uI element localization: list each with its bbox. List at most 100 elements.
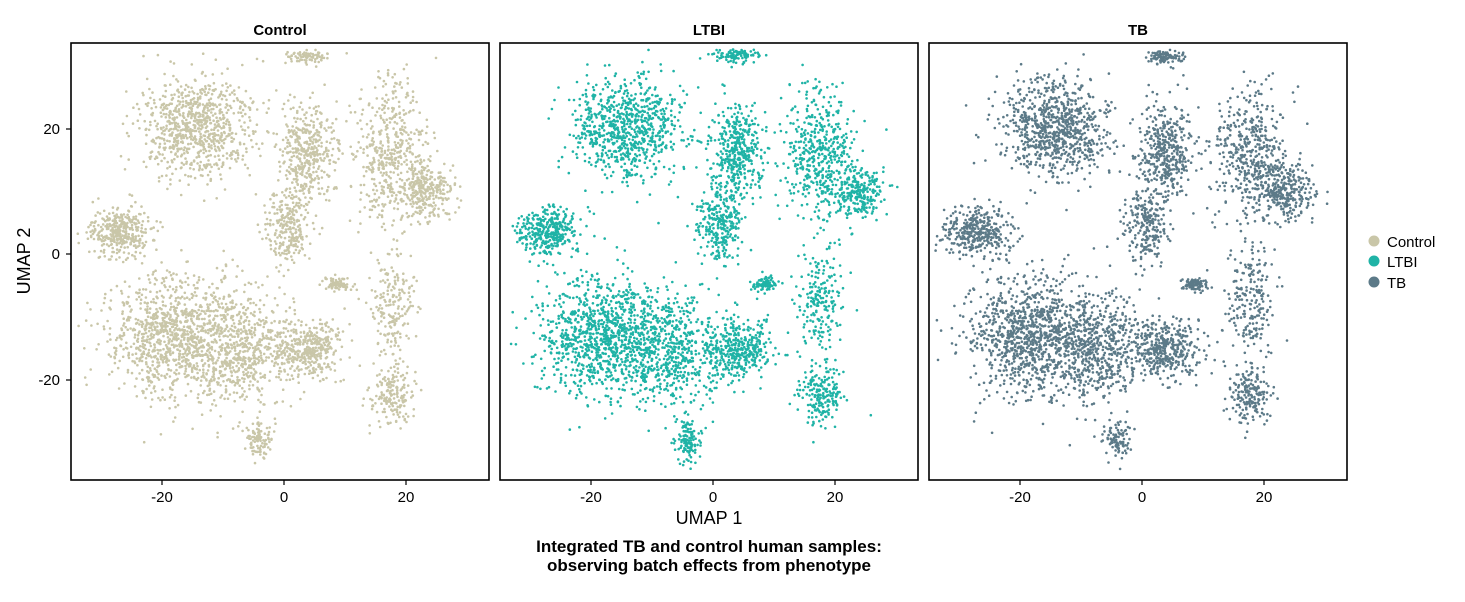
scatter-point xyxy=(224,327,227,331)
scatter-point xyxy=(415,100,418,104)
scatter-point xyxy=(402,272,405,276)
scatter-point xyxy=(176,403,180,407)
scatter-point xyxy=(218,103,221,107)
scatter-point xyxy=(173,396,177,399)
scatter-point xyxy=(212,142,216,145)
scatter-point xyxy=(190,116,193,120)
scatter-point xyxy=(412,414,415,418)
scatter-point xyxy=(407,133,410,137)
scatter-point xyxy=(140,223,144,227)
scatter-point xyxy=(198,166,202,170)
scatter-point xyxy=(180,166,183,169)
scatter-point xyxy=(329,277,333,280)
scatter-point xyxy=(410,396,413,399)
scatter-point xyxy=(405,178,409,182)
scatter-point xyxy=(199,329,203,333)
scatter-point xyxy=(252,132,255,135)
scatter-point xyxy=(148,341,151,344)
scatter-point xyxy=(193,125,197,129)
scatter-point xyxy=(188,111,192,115)
scatter-point xyxy=(160,132,164,135)
scatter-point xyxy=(190,317,193,321)
scatter-point xyxy=(374,290,377,293)
scatter-point xyxy=(328,159,331,162)
scatter-point xyxy=(279,335,282,339)
scatter-point xyxy=(120,289,123,293)
scatter-point xyxy=(277,376,281,379)
scatter-point xyxy=(202,163,206,167)
scatter-point xyxy=(282,331,285,335)
scatter-point xyxy=(399,427,402,430)
scatter-point xyxy=(367,133,370,136)
scatter-point xyxy=(305,333,309,337)
scatter-point xyxy=(233,349,237,352)
scatter-point xyxy=(108,327,112,330)
scatter-point xyxy=(256,223,260,226)
scatter-point xyxy=(305,63,309,66)
scatter-point xyxy=(234,132,238,136)
scatter-point xyxy=(161,300,165,304)
scatter-point xyxy=(387,377,390,381)
scatter-point xyxy=(256,431,260,434)
scatter-point xyxy=(165,124,168,128)
scatter-point xyxy=(225,98,228,102)
scatter-point xyxy=(216,431,219,435)
scatter-point xyxy=(241,410,244,414)
scatter-point xyxy=(120,220,123,223)
scatter-point xyxy=(138,241,141,245)
scatter-point xyxy=(399,154,402,158)
scatter-point xyxy=(249,97,252,100)
scatter-point xyxy=(329,126,333,129)
scatter-point xyxy=(218,332,221,336)
scatter-point xyxy=(381,108,384,111)
scatter-point xyxy=(208,163,212,166)
scatter-point xyxy=(301,150,305,153)
scatter-point xyxy=(409,101,413,104)
scatter-point xyxy=(398,357,402,360)
scatter-point xyxy=(285,220,289,224)
scatter-point xyxy=(388,405,391,408)
scatter-point xyxy=(316,374,320,377)
scatter-point xyxy=(415,206,419,210)
scatter-point xyxy=(193,291,197,294)
scatter-point xyxy=(250,336,254,339)
scatter-point xyxy=(416,311,420,314)
scatter-point xyxy=(253,440,257,444)
scatter-point xyxy=(397,161,401,165)
scatter-point xyxy=(153,101,156,105)
scatter-point xyxy=(285,224,289,227)
scatter-point xyxy=(250,343,253,347)
scatter-point xyxy=(374,200,378,203)
scatter-point xyxy=(90,324,93,327)
scatter-point xyxy=(261,319,265,322)
scatter-point xyxy=(249,442,252,446)
scatter-point xyxy=(89,368,92,371)
scatter-point xyxy=(168,375,172,378)
scatter-point xyxy=(361,108,365,112)
scatter-point xyxy=(231,366,235,369)
scatter-point xyxy=(176,296,180,299)
scatter-point xyxy=(172,272,175,275)
scatter-point xyxy=(265,316,268,320)
scatter-point xyxy=(205,378,208,381)
scatter-point xyxy=(206,369,210,372)
scatter-point xyxy=(294,342,297,346)
scatter-point xyxy=(430,171,434,174)
scatter-point xyxy=(221,364,224,368)
scatter-point xyxy=(184,369,187,373)
scatter-point xyxy=(315,326,318,330)
scatter-point xyxy=(251,145,254,149)
scatter-point xyxy=(428,192,432,195)
scatter-point xyxy=(400,307,404,311)
scatter-point xyxy=(178,349,182,353)
scatter-point xyxy=(393,337,397,340)
scatter-point xyxy=(232,99,236,103)
scatter-point xyxy=(383,268,386,272)
scatter-point xyxy=(285,252,288,256)
scatter-point xyxy=(362,148,366,151)
scatter-point xyxy=(292,151,295,154)
scatter-point xyxy=(241,269,244,273)
scatter-point xyxy=(262,452,266,455)
scatter-point xyxy=(140,339,144,343)
